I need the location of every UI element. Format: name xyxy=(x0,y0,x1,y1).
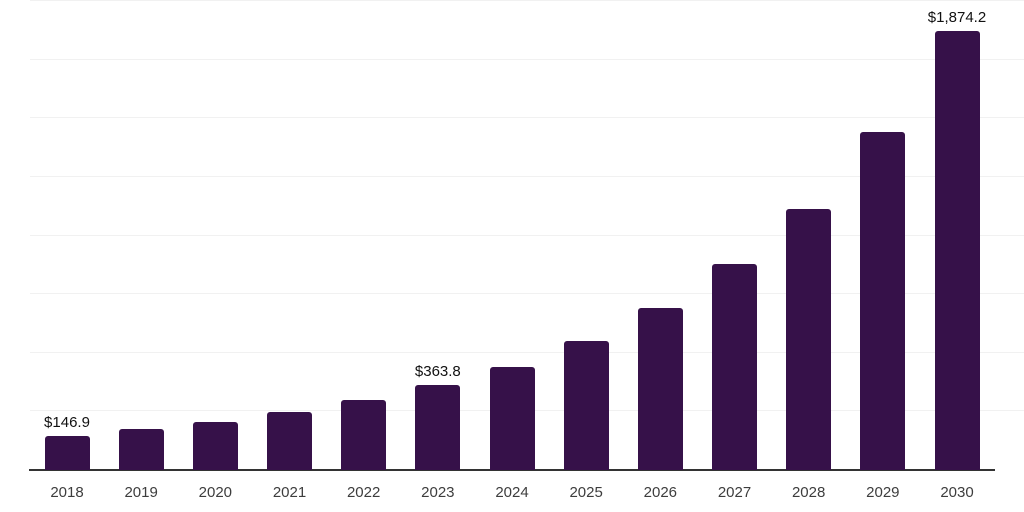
bar xyxy=(860,132,906,470)
x-axis-label: 2023 xyxy=(421,484,455,501)
bar-value-label: $146.9 xyxy=(44,413,90,431)
bar xyxy=(786,208,832,470)
bar xyxy=(563,340,609,470)
x-axis-label: 2020 xyxy=(198,484,233,501)
bar xyxy=(934,30,980,470)
x-axis-label: 2018 xyxy=(50,484,84,501)
bar xyxy=(267,411,312,470)
x-axis-label: 2030 xyxy=(940,484,974,501)
bar xyxy=(712,264,757,470)
x-axis-label: 2026 xyxy=(643,484,678,501)
bar xyxy=(489,366,535,470)
gridline xyxy=(30,175,1024,177)
x-axis-line xyxy=(29,469,995,471)
bar xyxy=(415,384,461,470)
plot-area: $146.9 $363.8 $1,874.2 xyxy=(29,0,1024,471)
gridline xyxy=(30,0,1024,1)
bar-value-label: $1,874.2 xyxy=(927,8,987,26)
gridline xyxy=(30,117,1024,119)
x-axis-labels: 2018 2019 2020 2021 2022 2023 2024 2025 2026 2027… xyxy=(0,470,1024,512)
x-axis-label: 2029 xyxy=(866,484,900,501)
gridline xyxy=(30,234,1024,236)
x-axis-label: 2019 xyxy=(124,484,158,501)
x-axis-label: 2027 xyxy=(717,484,752,501)
x-axis-label: 2028 xyxy=(791,484,826,501)
bar xyxy=(637,308,683,470)
gridline xyxy=(30,351,1024,353)
gridline xyxy=(30,58,1024,60)
bar xyxy=(341,399,387,470)
gridline xyxy=(30,293,1024,295)
x-axis-label: 2021 xyxy=(272,484,307,501)
bar xyxy=(44,435,90,470)
x-axis-label: 2025 xyxy=(569,484,603,501)
x-axis-label: 2024 xyxy=(495,484,529,501)
x-axis-label: 2022 xyxy=(346,484,381,501)
bar xyxy=(192,421,238,470)
bar xyxy=(118,428,164,470)
bar-value-label: $363.8 xyxy=(414,362,461,380)
